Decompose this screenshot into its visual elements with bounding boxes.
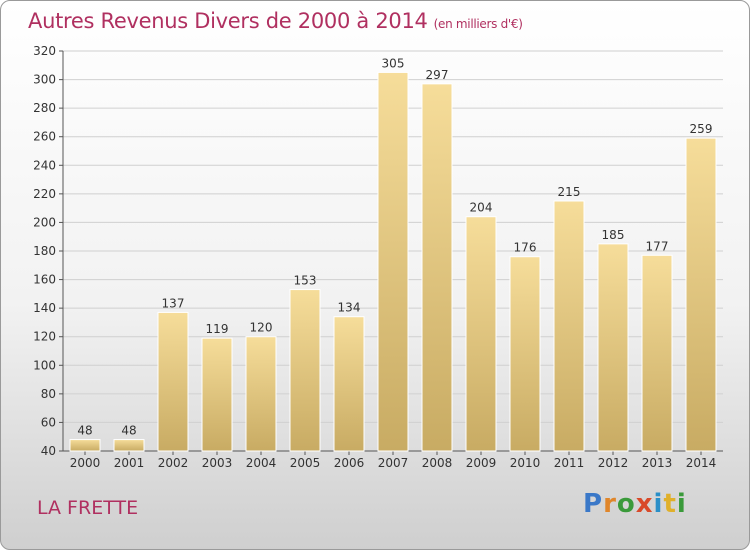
x-tick-label-2013: 2013: [642, 456, 673, 470]
y-tick-label: 40: [41, 444, 56, 458]
chart-unit: (en milliers d'€): [433, 17, 523, 31]
value-label-2007: 305: [382, 56, 405, 70]
x-tick-label-2007: 2007: [378, 456, 409, 470]
bar-2001: [113, 439, 145, 452]
bar-2010: [509, 256, 541, 452]
x-tick-label-2009: 2009: [466, 456, 497, 470]
bar-2011: [553, 200, 585, 452]
y-tick-label: 300: [33, 73, 56, 87]
bar-2007: [377, 71, 409, 452]
bar-2005: [289, 289, 321, 452]
x-tick-label-2001: 2001: [114, 456, 145, 470]
location-label: LA FRETTE: [37, 497, 139, 519]
bar-2006: [333, 316, 365, 452]
value-label-2001: 48: [121, 424, 136, 438]
bar-2008: [421, 83, 453, 452]
y-tick-label: 100: [33, 358, 56, 372]
x-tick-label-2002: 2002: [158, 456, 189, 470]
chart-title: Autres Revenus Divers de 2000 à 2014 (en …: [28, 9, 523, 33]
x-tick-label-2014: 2014: [686, 456, 717, 470]
x-tick-label-2010: 2010: [510, 456, 541, 470]
value-label-2002: 137: [162, 296, 185, 310]
y-tick-label: 280: [33, 101, 56, 115]
bar-2012: [597, 243, 629, 452]
value-label-2005: 153: [294, 274, 317, 288]
bar-2004: [245, 336, 277, 452]
y-tick-label: 240: [33, 158, 56, 172]
value-label-2000: 48: [77, 424, 92, 438]
x-tick-label-2006: 2006: [334, 456, 365, 470]
bar-2009: [465, 216, 497, 452]
y-tick-label: 320: [33, 44, 56, 58]
y-tick-label: 80: [41, 387, 56, 401]
value-label-2004: 120: [250, 321, 273, 335]
value-label-2003: 119: [206, 322, 229, 336]
x-tick-label-2011: 2011: [554, 456, 585, 470]
y-tick-label: 160: [33, 273, 56, 287]
bar-2014: [685, 137, 717, 452]
bar-2003: [201, 337, 233, 452]
value-label-2012: 185: [602, 228, 625, 242]
y-tick-label: 200: [33, 215, 56, 229]
x-tick-label-2008: 2008: [422, 456, 453, 470]
proxiti-logo: Proxiti: [583, 489, 687, 519]
value-label-2008: 297: [426, 68, 449, 82]
chart-title-text: Autres Revenus Divers de 2000 à 2014: [28, 9, 428, 33]
x-tick-label-2005: 2005: [290, 456, 321, 470]
value-label-2011: 215: [558, 185, 581, 199]
bar-2000: [69, 439, 101, 452]
y-tick-label: 60: [41, 415, 56, 429]
x-tick-label-2004: 2004: [246, 456, 277, 470]
value-label-2013: 177: [646, 239, 669, 253]
y-tick-label: 220: [33, 187, 56, 201]
y-tick-label: 140: [33, 301, 56, 315]
x-tick-label-2012: 2012: [598, 456, 629, 470]
value-label-2010: 176: [514, 241, 537, 255]
value-label-2006: 134: [338, 301, 361, 315]
y-tick-label: 260: [33, 130, 56, 144]
bar-2013: [641, 254, 673, 452]
y-tick-label: 180: [33, 244, 56, 258]
x-tick-label-2000: 2000: [70, 456, 101, 470]
y-tick-label: 120: [33, 330, 56, 344]
bar-2002: [157, 311, 189, 452]
value-label-2009: 204: [470, 201, 493, 215]
x-tick-label-2003: 2003: [202, 456, 233, 470]
value-label-2014: 259: [690, 122, 713, 136]
